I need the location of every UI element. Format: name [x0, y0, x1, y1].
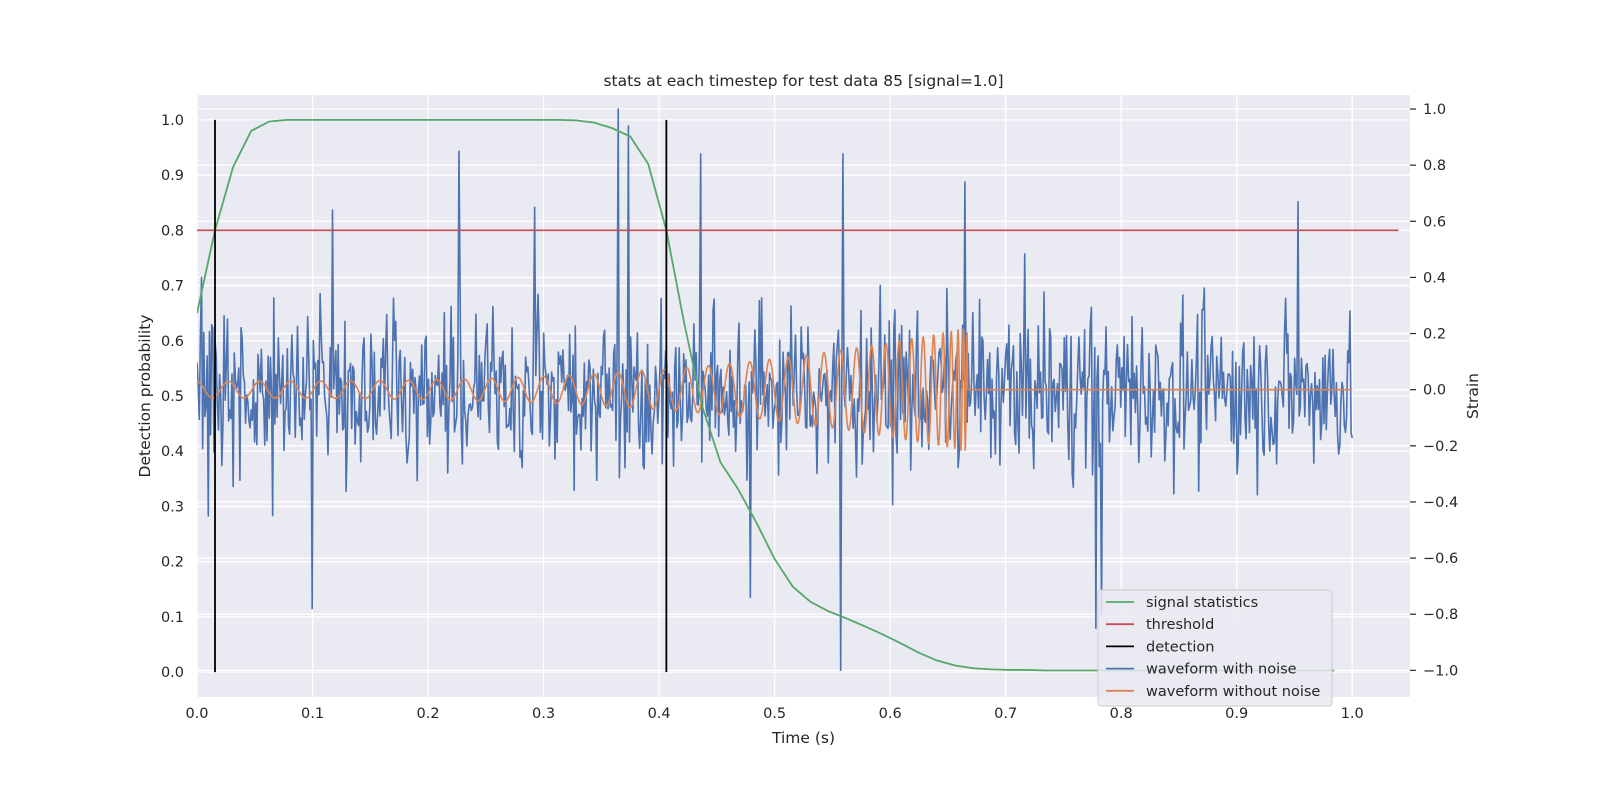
x-tick-label: 0.7 — [994, 706, 1017, 722]
y-tick-label: 0.7 — [161, 279, 184, 295]
y2-tick-label: −1.0 — [1423, 663, 1458, 679]
legend-label: waveform without noise — [1146, 684, 1320, 700]
y-tick-label: 0.9 — [161, 168, 184, 184]
chart-title: stats at each timestep for test data 85 … — [603, 72, 1003, 90]
x-tick-label: 1.0 — [1341, 706, 1364, 722]
plot-area — [197, 108, 1399, 673]
legend: signal statistics threshold detection wavef… — [1097, 589, 1333, 707]
x-tick-label: 0.2 — [417, 706, 440, 722]
y-tick-label: 1.0 — [161, 113, 184, 129]
y-tick-label: 0.2 — [161, 555, 184, 571]
legend-label: detection — [1146, 639, 1214, 655]
y2-tick-label: −0.8 — [1423, 607, 1458, 623]
y2-tick-label: −0.4 — [1423, 495, 1458, 511]
x-tick-label: 0.3 — [532, 706, 555, 722]
y2-tick-label: 0.0 — [1423, 383, 1446, 399]
y2-tick-label: 0.8 — [1423, 158, 1446, 174]
x-tick-label: 0.9 — [1225, 706, 1248, 722]
y2-tick-label: −0.6 — [1423, 551, 1458, 567]
legend-label: waveform with noise — [1146, 662, 1297, 678]
y2-tick-label: 1.0 — [1423, 102, 1446, 118]
x-tick-label: 0.5 — [763, 706, 786, 722]
x-axis-label: Time (s) — [771, 729, 835, 747]
y2-tick-label: −0.2 — [1423, 439, 1458, 455]
legend-label: signal statistics — [1146, 595, 1258, 611]
y-tick-label: 0.3 — [161, 499, 184, 515]
legend-box — [1097, 589, 1333, 707]
y-tick-label: 0.1 — [161, 610, 184, 626]
y-tick-label: 0.4 — [161, 444, 184, 460]
x-tick-label: 0.4 — [648, 706, 671, 722]
waveform-without-noise-line — [197, 328, 1353, 452]
y-tick-label: 0.0 — [161, 665, 184, 681]
x-tick-label: 0.0 — [185, 706, 208, 722]
waveform-with-noise-line — [197, 108, 1354, 672]
x-tick-label: 0.6 — [879, 706, 902, 722]
x-tick-label: 0.8 — [1110, 706, 1133, 722]
x-tick-label: 0.1 — [301, 706, 324, 722]
y2-tick-label: 0.4 — [1423, 270, 1446, 286]
y2-tick-label: 0.2 — [1423, 327, 1446, 343]
axes: 0.0 0.1 0.2 0.3 0.4 0.5 0.6 0.7 0.8 0.9 1.0 0.0 0.1 0… — [161, 102, 1458, 722]
y-tick-label: 0.8 — [161, 223, 184, 239]
y-axis-label: Detection probability — [136, 315, 154, 478]
y-tick-label: 0.5 — [161, 389, 184, 405]
y-tick-label: 0.6 — [161, 334, 184, 350]
legend-label: threshold — [1146, 617, 1214, 633]
y2-axis-label: Strain — [1464, 373, 1482, 419]
y2-tick-label: 0.6 — [1423, 214, 1446, 230]
